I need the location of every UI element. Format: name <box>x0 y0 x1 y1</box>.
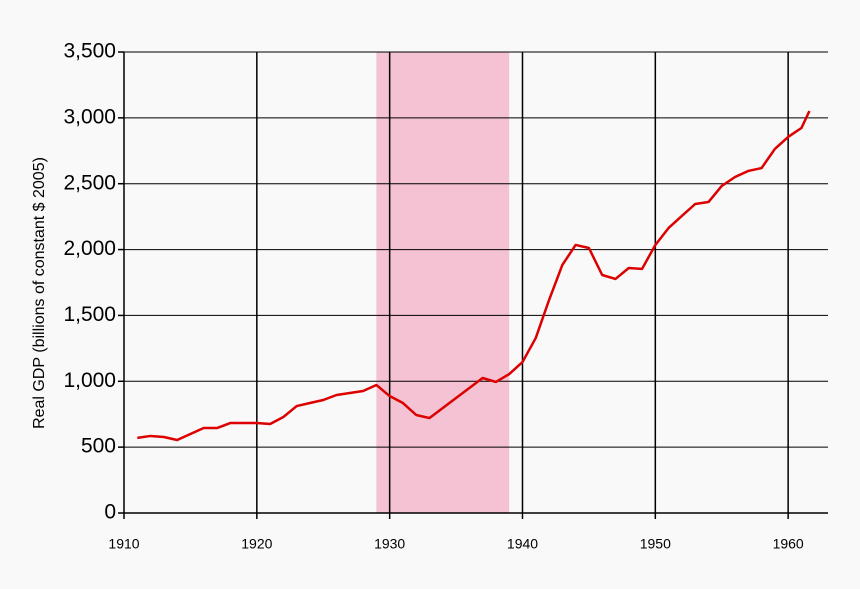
x-tick-label: 1950 <box>640 536 671 552</box>
x-tick-label: 1940 <box>507 536 538 552</box>
data-line <box>137 110 811 442</box>
x-tick-label: 1920 <box>241 536 272 552</box>
recession-band <box>376 52 510 513</box>
y-tick-label: 2,500 <box>63 171 116 194</box>
y-tick-label: 500 <box>81 435 116 458</box>
x-tick-label: 1910 <box>108 536 139 552</box>
y-tick-label: 3,000 <box>63 105 116 128</box>
y-tick-label: 2,000 <box>63 237 116 260</box>
y-tick-label: 1,500 <box>63 303 116 326</box>
y-axis-label: Real GDP (billions of constant $ 2005) <box>31 157 48 429</box>
y-tick-label: 3,500 <box>63 40 116 63</box>
x-tick-label: 1960 <box>773 536 804 552</box>
y-tick-label: 1,000 <box>63 369 116 392</box>
x-tick-label: 1930 <box>374 536 405 552</box>
y-tick-label: 0 <box>104 501 116 524</box>
